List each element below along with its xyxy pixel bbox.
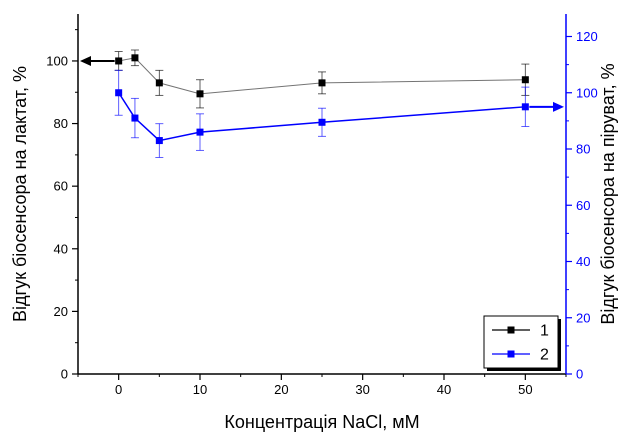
x-ticks: 0 10 20 30 40 50: [77, 374, 567, 397]
x-tick-label: 50: [518, 382, 532, 397]
data-point: [115, 89, 123, 97]
legend-box: [483, 315, 559, 369]
right-y-tick-label: 40: [576, 254, 590, 269]
right-axis-arrow-head: [553, 101, 564, 112]
left-y-axis-title: Відгук біосенсора на лактат, %: [10, 66, 30, 322]
x-tick-label: 20: [274, 382, 288, 397]
series-line: [118, 92, 526, 142]
right-y-tick-label: 20: [576, 310, 590, 325]
data-point: [318, 118, 326, 126]
left-axis-arrow-head: [80, 55, 91, 66]
right-y-tick-label: 80: [576, 142, 590, 157]
data-point: [521, 76, 529, 84]
x-tick-label: 0: [115, 382, 122, 397]
series-layer: [114, 49, 530, 158]
left-y-tick-label: 40: [54, 241, 68, 256]
left-y-tick-label: 80: [54, 116, 68, 131]
right-y-ticks: 0 20 40 60 80 100 120: [566, 29, 598, 382]
left-y-tick-label: 100: [46, 53, 68, 68]
data-point: [131, 114, 139, 122]
data-point: [196, 90, 204, 98]
legend-label: 2: [540, 347, 549, 364]
left-y-tick-label: 20: [54, 304, 68, 319]
data-point: [196, 128, 204, 136]
left-y-tick-label: 60: [54, 179, 68, 194]
data-point: [115, 57, 123, 65]
legend-marker: [507, 350, 515, 358]
data-point: [155, 137, 163, 145]
legend: 12: [483, 315, 561, 371]
legend-label: 1: [540, 323, 549, 340]
right-y-tick-label: 0: [576, 367, 583, 382]
data-point: [318, 79, 326, 87]
x-axis-title: Концентрація NaCl, мМ: [224, 412, 419, 432]
series-2: [114, 69, 530, 158]
series-1: [114, 49, 530, 109]
axis-arrows: [80, 55, 564, 112]
x-tick-label: 40: [437, 382, 451, 397]
right-y-tick-label: 120: [576, 29, 598, 44]
left-y-tick-label: 0: [61, 367, 68, 382]
data-point: [155, 79, 163, 87]
right-y-tick-label: 100: [576, 85, 598, 100]
x-tick-label: 10: [193, 382, 207, 397]
data-point: [521, 103, 529, 111]
right-y-tick-label: 60: [576, 198, 590, 213]
legend-marker: [507, 326, 515, 334]
data-point: [131, 54, 139, 62]
left-y-ticks: 0 20 40 60 80 100: [46, 29, 78, 382]
legend-item-1: 1: [492, 323, 549, 340]
legend-item-2: 2: [492, 347, 549, 364]
x-tick-label: 30: [355, 382, 369, 397]
right-y-axis-title: Відгук біосенсора на піруват, %: [598, 63, 618, 324]
